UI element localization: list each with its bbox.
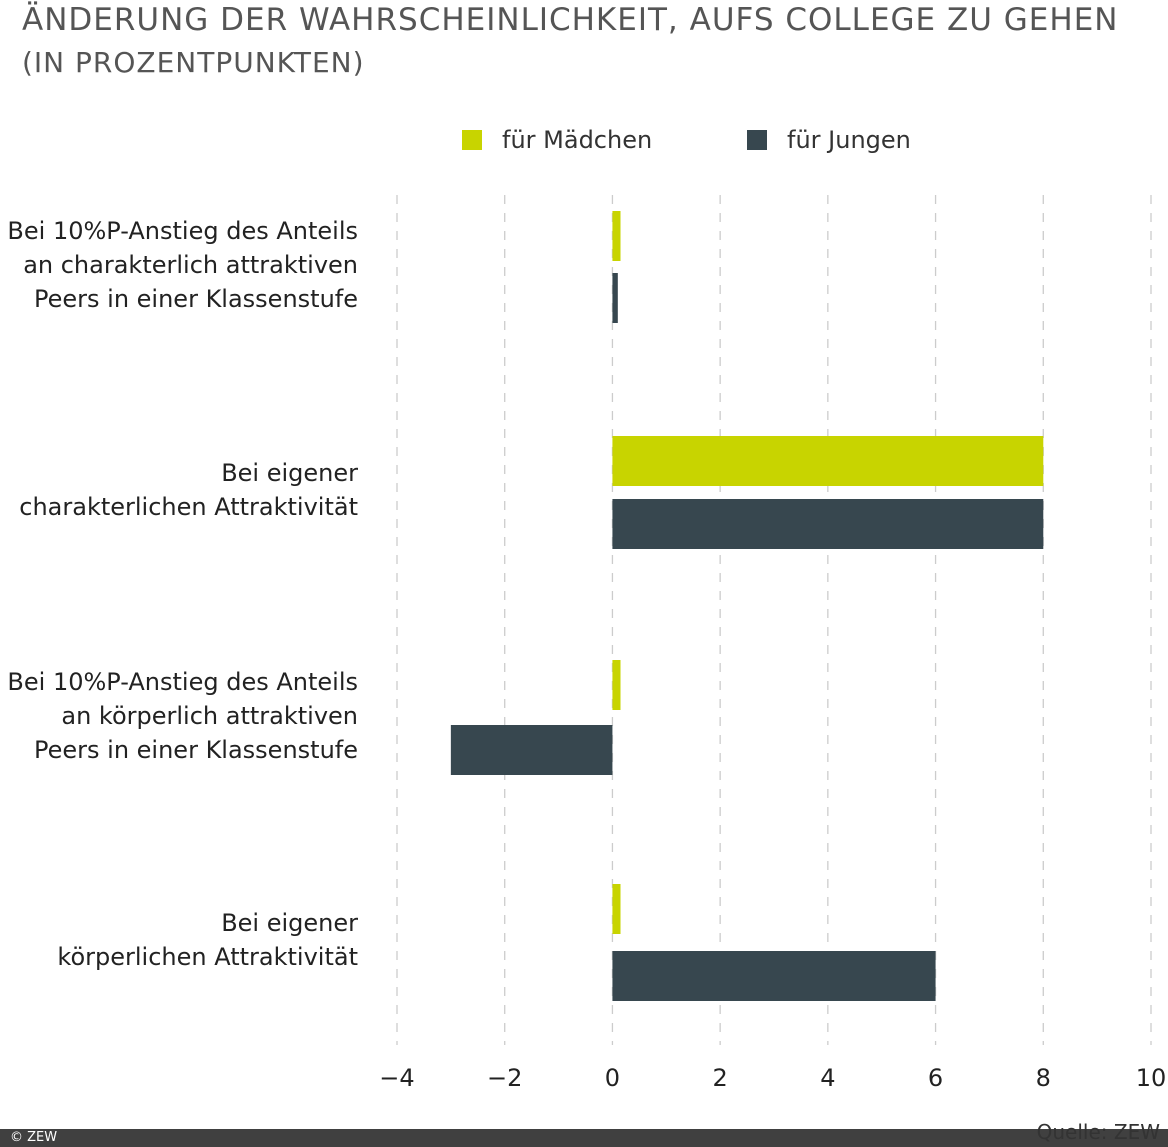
bar-jungen [450, 725, 613, 775]
x-tick-label: 10 [1136, 1064, 1167, 1092]
x-tick-label: 6 [928, 1064, 943, 1092]
category-label: Bei eigener charakterlichen Attraktivitä… [19, 459, 358, 521]
bar-maedchen [612, 884, 621, 934]
footer-bar [0, 1129, 1168, 1147]
legend-item-maedchen: für Mädchen [462, 126, 652, 154]
category-label: Bei 10%P-Anstieg des Anteils an charakte… [7, 217, 358, 313]
copyright: © ZEW [10, 1130, 58, 1145]
source-note: Quelle: ZEW [1036, 1120, 1160, 1144]
legend-label: für Jungen [787, 126, 911, 154]
x-tick-label: −2 [487, 1064, 522, 1092]
legend-label: für Mädchen [502, 126, 653, 154]
legend-item-jungen: für Jungen [747, 126, 911, 154]
bar-maedchen [612, 660, 621, 710]
legend-swatch [462, 130, 482, 150]
x-tick-label: −4 [379, 1064, 414, 1092]
chart-title: ÄNDERUNG DER WAHRSCHEINLICHKEIT, AUFS CO… [22, 2, 1119, 38]
chart-subtitle: (IN PROZENTPUNKTEN) [22, 46, 365, 79]
bar-maedchen [612, 436, 1044, 486]
bar-maedchen [612, 211, 621, 261]
bar-jungen [612, 273, 618, 323]
bar-jungen [612, 951, 936, 1001]
x-tick-label: 2 [713, 1064, 728, 1092]
category-label: Bei eigener körperlichen Attraktivität [57, 909, 358, 971]
legend-swatch [747, 130, 767, 150]
x-tick-label: 4 [820, 1064, 835, 1092]
x-tick-label: 8 [1036, 1064, 1051, 1092]
bar-jungen [612, 499, 1044, 549]
x-tick-label: 0 [605, 1064, 620, 1092]
category-label: Bei 10%P-Anstieg des Anteils an körperli… [7, 668, 358, 764]
